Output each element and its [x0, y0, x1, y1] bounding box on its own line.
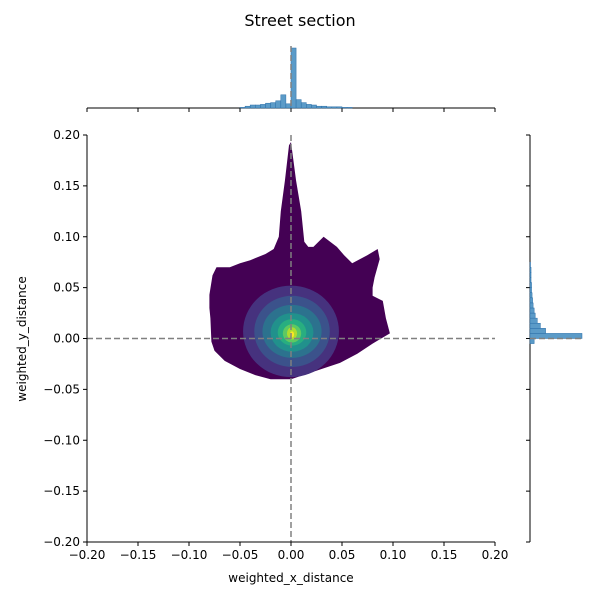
y-histogram-bar [529, 328, 546, 334]
x-histogram-bar [244, 105, 251, 109]
y-tick-label: 0.10 [53, 230, 80, 244]
y-tick-label: 0.05 [53, 281, 80, 295]
x-histogram-bar [270, 102, 276, 109]
x-tick-label: 0.10 [380, 548, 407, 562]
y-histogram-bar [529, 287, 532, 293]
y-histogram-bar [529, 302, 534, 309]
x-histogram-bar [341, 107, 348, 109]
y-histogram-bar [529, 277, 532, 283]
x-tick-label: −0.10 [171, 548, 208, 562]
y-histogram-bar [529, 267, 532, 273]
x-tick-label: 0.05 [329, 548, 356, 562]
x-axis-ticks: −0.20 −0.15 −0.10 −0.05 0.00 0.05 0.10 0.15 0.20 [69, 542, 509, 562]
y-histogram-bar [529, 292, 533, 299]
y-tick-label: 0.00 [53, 332, 80, 346]
x-histogram-bar [239, 107, 246, 109]
x-histogram-bar [285, 103, 292, 109]
y-tick-label: 0.15 [53, 179, 80, 193]
x-histogram-bar [336, 106, 343, 109]
joint-plot-area [87, 135, 495, 542]
x-tick-label: 0.20 [482, 548, 509, 562]
y-histogram-bar [529, 338, 535, 344]
x-histogram-bar [316, 105, 322, 109]
y-tick-label: 0.20 [53, 128, 80, 142]
y-histogram-bar [529, 312, 536, 319]
y-histogram-bar [529, 272, 532, 278]
y-tick-label: −0.20 [43, 535, 80, 549]
x-histogram-bar [321, 105, 327, 109]
y-histogram-bar [529, 322, 541, 329]
x-histogram-bar [255, 104, 261, 109]
reference-lines [87, 135, 495, 542]
x-histogram-bar [326, 106, 333, 109]
y-histogram-bar [529, 261, 531, 268]
x-marginal-histogram [86, 46, 496, 112]
x-histogram-bar [260, 104, 266, 109]
x-tick-label: −0.05 [222, 548, 259, 562]
y-histogram-bar [529, 297, 533, 304]
y-histogram-bar [529, 317, 538, 324]
x-histogram-bar [290, 47, 297, 109]
y-tick-label: −0.10 [43, 433, 80, 447]
x-axis-label: weighted_x_distance [228, 571, 353, 585]
x-histogram-bar [331, 106, 338, 109]
x-histogram-bar [300, 102, 307, 109]
chart-title: Street section [244, 11, 355, 30]
x-tick-label: −0.20 [69, 548, 106, 562]
y-axis-ticks: −0.20 −0.15 −0.10 −0.05 0.00 0.05 0.10 0.15 0.20 [43, 128, 87, 549]
x-tick-label: 0.00 [278, 548, 305, 562]
x-histogram-bar [346, 107, 353, 109]
x-tick-label: −0.15 [120, 548, 157, 562]
x-histogram-bar [306, 104, 312, 109]
x-tick-label: 0.15 [431, 548, 458, 562]
x-histogram-bar [249, 104, 256, 109]
y-histogram-bar [529, 333, 583, 339]
kde-contours [209, 142, 390, 380]
y-tick-label: −0.05 [43, 382, 80, 396]
x-histogram-bar [275, 100, 282, 109]
x-histogram-bar [265, 102, 271, 109]
y-histogram-bar [529, 282, 532, 288]
x-histogram-bar [280, 94, 287, 109]
x-histogram-bar [295, 99, 302, 109]
x-histogram-bar [311, 104, 317, 109]
y-tick-label: −0.15 [43, 484, 80, 498]
y-histogram-bar [529, 307, 535, 314]
joint-axes: −0.20 −0.15 −0.10 −0.05 0.00 0.05 0.10 0.15 0.20… [43, 128, 508, 562]
y-marginal-histogram [526, 134, 584, 543]
y-axis-label: weighted_y_distance [15, 276, 29, 401]
